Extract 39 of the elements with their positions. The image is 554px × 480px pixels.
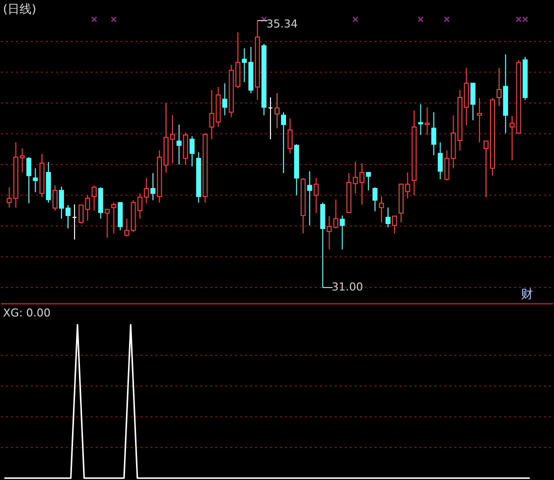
candlestick	[104, 208, 110, 238]
candlestick	[118, 202, 123, 231]
candlestick	[307, 170, 312, 226]
candlestick	[111, 202, 116, 234]
candlestick	[92, 184, 97, 212]
candlestick	[378, 196, 384, 223]
candlestick	[314, 178, 319, 214]
candlestick	[392, 215, 398, 234]
annotation: 财	[521, 286, 534, 301]
candlestick	[418, 104, 424, 136]
candlestick	[190, 136, 195, 167]
chart-title: (日线)	[2, 2, 36, 16]
candlestick	[222, 82, 228, 116]
candlestick	[438, 142, 443, 180]
candlestick	[274, 92, 280, 129]
candlestick	[320, 202, 326, 288]
candlestick	[176, 124, 182, 166]
candlestick	[26, 156, 32, 204]
candlestick	[470, 82, 476, 121]
annotation: 35.34	[266, 18, 298, 31]
candlestick	[288, 118, 293, 154]
candlestick	[183, 132, 188, 166]
candlestick	[150, 172, 156, 201]
candlestick	[496, 67, 502, 107]
candlestick	[431, 112, 436, 156]
candlestick	[366, 172, 371, 191]
candlestick	[340, 215, 345, 250]
chart-title: XG: 0.00	[2, 306, 51, 320]
annotation: 31.00	[332, 280, 364, 294]
candlestick	[52, 184, 58, 212]
candlestick	[326, 216, 332, 250]
candlestick	[476, 98, 482, 143]
candlestick	[424, 106, 430, 136]
candlestick	[281, 112, 286, 174]
candlestick	[333, 199, 338, 229]
candlestick	[386, 207, 391, 228]
candlestick	[98, 186, 104, 220]
candlestick	[372, 186, 378, 212]
candlestick	[32, 168, 38, 193]
